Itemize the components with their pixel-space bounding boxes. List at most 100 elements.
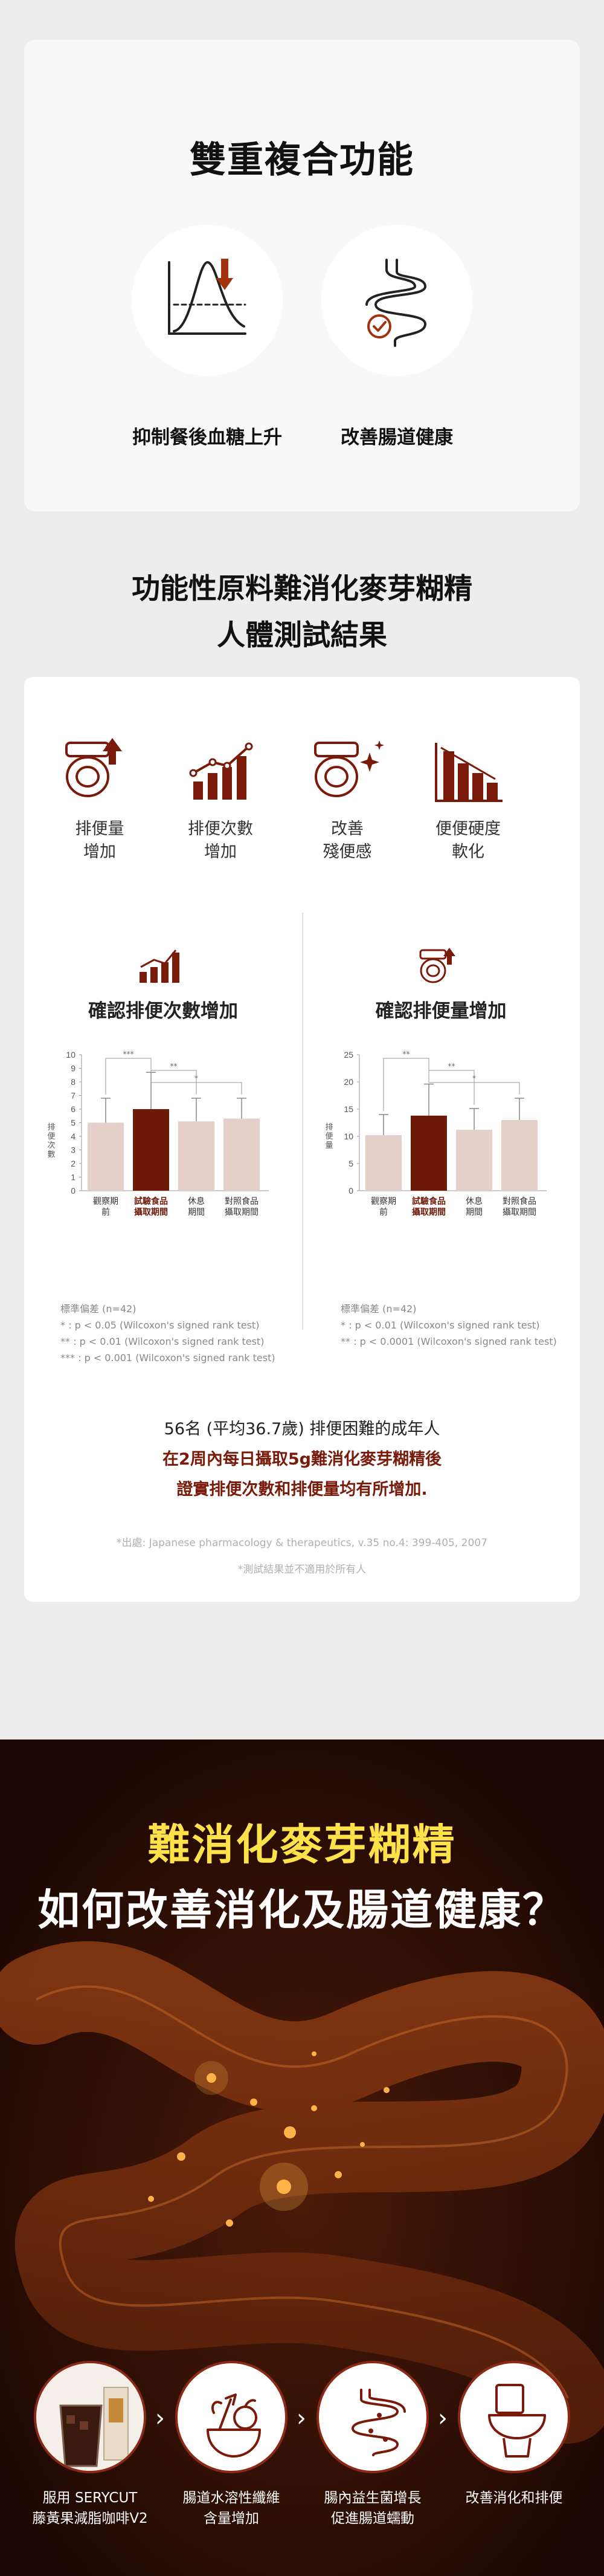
effect-label-line1: 便便硬度: [435, 820, 501, 838]
y-axis-label: 便: [47, 1132, 55, 1141]
y-tick-label: 20: [344, 1077, 353, 1087]
bowel-volume-chart: 0510152025排便量觀察期前試驗食品攝取期間休息期間對照食品攝取期間***…: [325, 1050, 547, 1217]
effect-label-line1: 排便量: [75, 820, 124, 838]
test-summary: 56名 (平均36.7歲) 排便困難的成年人 在2周內每日攝取5g難消化麥芽糊精…: [24, 1414, 580, 1505]
chart-right-title: 確認排便量增加: [375, 1000, 507, 1022]
y-tick-label: 15: [344, 1104, 353, 1114]
effect-softening: 便便硬度 軟化: [423, 734, 513, 864]
effect-label-line2: 增加: [83, 843, 116, 861]
y-tick-label: 10: [66, 1050, 76, 1060]
significance-label: **: [403, 1050, 410, 1058]
x-tick-label: 觀察期: [93, 1196, 118, 1206]
x-tick-label: 攝取期間: [134, 1207, 168, 1217]
step-caption-line2: 含量增加: [204, 2511, 259, 2526]
x-tick-label: 試驗食品: [412, 1196, 446, 1206]
y-tick-label: 1: [71, 1173, 76, 1182]
digestion-section: 難消化麥芽糊精 如何改善消化及腸道健康？ 服用 SERYCUT 藤黃果減脂咖啡V…: [0, 1739, 604, 2576]
y-tick-label: 7: [71, 1091, 76, 1101]
bar: [456, 1130, 492, 1191]
intestine-icon: [321, 225, 472, 376]
significance-bracket: [428, 1070, 475, 1105]
x-tick-label: 前: [101, 1207, 110, 1217]
step-caption-line1: 腸內益生菌增長: [324, 2490, 422, 2506]
dual-function-card: 雙重複合功能 抑制餐後血糖上升 改善腸道健康: [24, 40, 580, 511]
y-axis-label: 排: [47, 1123, 55, 1132]
y-tick-label: 8: [71, 1077, 76, 1087]
toilet-sparkle-icon: [314, 740, 384, 797]
intestine-icon: [316, 2361, 429, 2473]
significance-bracket: [150, 1069, 197, 1095]
x-tick-label: 前: [379, 1207, 388, 1217]
section1-title: 雙重複合功能: [190, 139, 414, 181]
y-axis-label: 量: [325, 1141, 333, 1150]
x-tick-label: 期間: [188, 1208, 205, 1217]
effect-residual: 改善 殘便感: [302, 734, 393, 864]
significance-bracket: [150, 1069, 242, 1095]
bar: [223, 1118, 260, 1191]
disclaimer: *測試結果並不適用於所有人: [237, 1564, 367, 1576]
step-caption-line1: 服用 SERYCUT: [42, 2490, 138, 2506]
y-tick-label: 9: [71, 1064, 76, 1073]
x-tick-label: 對照食品: [225, 1196, 259, 1206]
bar-chart-up-icon: [189, 742, 253, 800]
effect-frequency: 排便次數 增加: [175, 734, 266, 864]
x-tick-label: 對照食品: [503, 1196, 536, 1206]
note-line: *** : p < 0.001 (Wilcoxon's signed rank …: [60, 1352, 275, 1364]
x-tick-label: 期間: [466, 1208, 483, 1217]
test-results-card: 排便量 增加 排便次數 增加 改善 殘便感: [24, 677, 580, 1602]
effect-label-line1: 改善: [331, 820, 364, 838]
y-axis-label: 數: [47, 1150, 55, 1159]
source-citation: *出處: Japanese pharmacology & therapeutic…: [117, 1537, 487, 1549]
bar: [178, 1121, 214, 1191]
toilet-arrow-up-icon: [419, 948, 455, 983]
x-tick-label: 試驗食品: [134, 1196, 168, 1206]
bar: [365, 1135, 402, 1191]
y-tick-label: 0: [349, 1186, 353, 1196]
step-caption-line1: 腸道水溶性纖維: [182, 2490, 280, 2506]
toilet-icon: [458, 2361, 570, 2473]
x-tick-label: 攝取期間: [503, 1208, 536, 1217]
step-caption: 腸道水溶性纖維 含量增加: [165, 2488, 298, 2529]
x-tick-label: 休息: [188, 1196, 205, 1206]
step-caption-line2: 藤黃果減脂咖啡V2: [32, 2511, 148, 2526]
bar-chart-down-icon: [435, 743, 503, 802]
step-caption: 腸內益生菌增長 促進腸道蠕動: [306, 2488, 439, 2529]
chevron-right-icon: ›: [155, 2404, 165, 2432]
step-caption: 改善消化和排便: [448, 2488, 580, 2508]
y-tick-label: 0: [71, 1186, 76, 1196]
y-tick-label: 25: [344, 1050, 353, 1060]
section2-title-line1: 功能性原料難消化麥芽糊精: [132, 572, 472, 606]
effect-label-line2: 增加: [204, 843, 237, 861]
section3-title-line2: 如何改善消化及腸道健康？: [37, 1885, 567, 1935]
step-caption-line2: 促進腸道蠕動: [331, 2511, 414, 2526]
effect-label-line2: 軟化: [452, 843, 484, 861]
significance-bracket: [105, 1058, 152, 1095]
step-caption: 服用 SERYCUT 藤黃果減脂咖啡V2: [24, 2488, 156, 2529]
note-line: 標準偏差 (n=42): [60, 1303, 137, 1315]
bar: [411, 1115, 447, 1191]
x-tick-label: 攝取期間: [225, 1208, 259, 1217]
summary-line2: 在2周內每日攝取5g難消化麥芽糊精後: [162, 1450, 442, 1469]
x-tick-label: 休息: [466, 1196, 483, 1206]
chart-left-notes: 標準偏差 (n=42) * : p < 0.05 (Wilcoxon's sig…: [60, 1301, 275, 1366]
chevron-right-icon: ›: [297, 2404, 306, 2432]
bar: [501, 1120, 538, 1191]
vegetables-icon: [175, 2361, 288, 2473]
y-tick-label: 5: [71, 1118, 76, 1128]
effect-label-line1: 排便次數: [188, 820, 253, 838]
section3-title-line1: 難消化麥芽糊精: [147, 1820, 457, 1869]
step-caption-line1: 改善消化和排便: [465, 2490, 563, 2506]
y-axis-label: 便: [325, 1132, 333, 1141]
y-tick-label: 10: [344, 1131, 353, 1141]
bar-chart-up-icon: [140, 950, 179, 983]
significance-label: *: [472, 1074, 476, 1083]
y-tick-label: 2: [71, 1159, 76, 1168]
note-line: ** : p < 0.0001 (Wilcoxon's signed rank …: [341, 1336, 557, 1347]
significance-bracket: [383, 1058, 429, 1111]
note-line: * : p < 0.05 (Wilcoxon's signed rank tes…: [60, 1319, 260, 1331]
bar: [88, 1122, 124, 1191]
effect-stool-volume: 排便量 增加: [54, 734, 145, 864]
y-axis-label: 次: [47, 1141, 55, 1150]
y-axis-label: 排: [325, 1123, 333, 1132]
